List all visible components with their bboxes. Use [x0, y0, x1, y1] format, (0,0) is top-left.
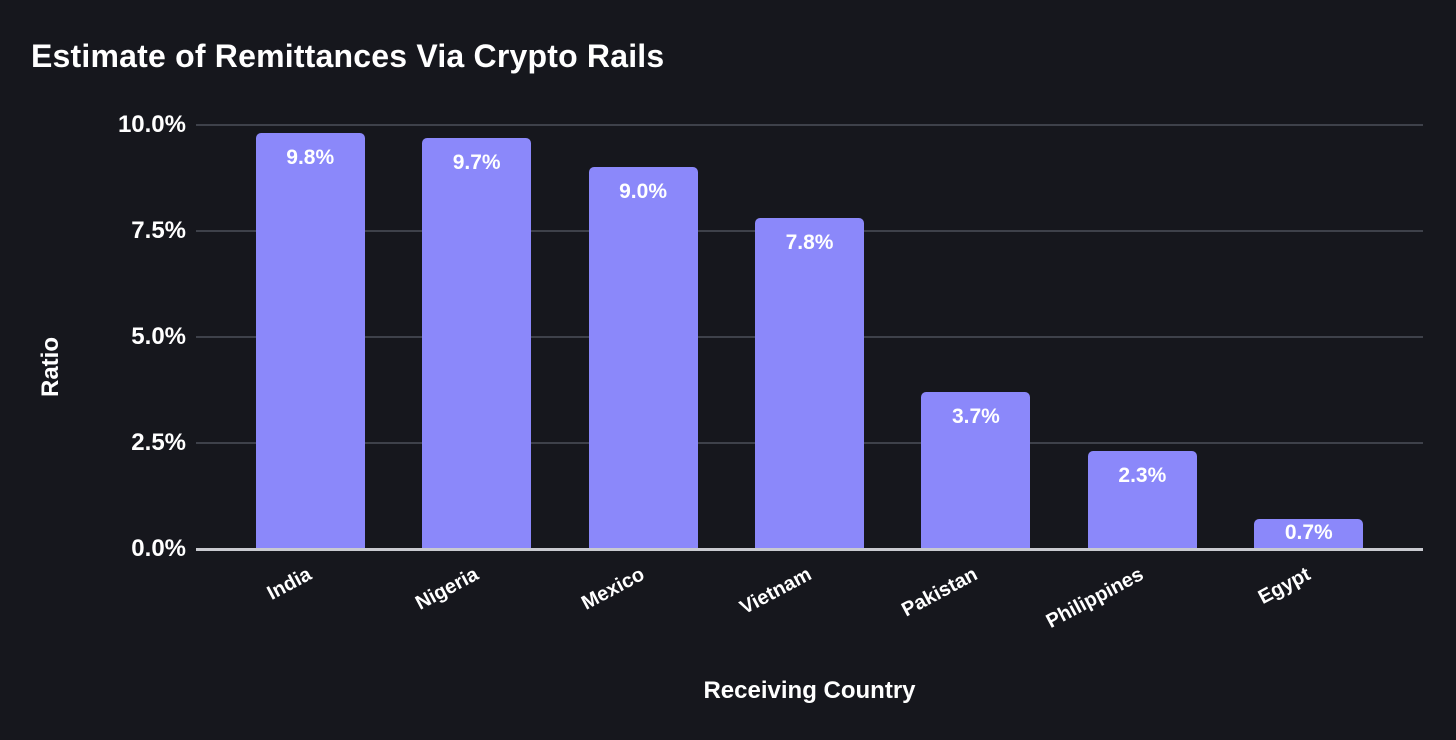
bar-value-label: 7.8%: [785, 231, 834, 255]
x-tick-label-philippines: Philippines: [1042, 563, 1148, 633]
bar-value-label: 9.7%: [452, 150, 501, 174]
x-axis-title: Receiving Country: [703, 677, 916, 704]
y-tick-label: 0.0%: [131, 535, 186, 562]
bar-egypt: 0.7%: [1254, 519, 1364, 549]
gridline: [196, 124, 1423, 126]
bar-pakistan: 3.7%: [921, 392, 1031, 549]
x-axis-tick-labels: India Nigeria Mexico Vietnam Pakistan Philipp…: [196, 561, 1423, 641]
x-tick-label-vietnam: Vietnam: [735, 563, 815, 620]
bar-value-label: 9.0%: [619, 180, 667, 204]
x-tick-label-nigeria: Nigeria: [411, 563, 482, 615]
bar-value-label: 9.8%: [286, 146, 335, 170]
x-tick-label-egypt: Egypt: [1254, 563, 1314, 609]
bar-value-label: 2.3%: [1118, 464, 1167, 488]
y-tick-label: 2.5%: [131, 429, 186, 456]
chart-title: Estimate of Remittances Via Crypto Rails: [31, 38, 665, 74]
y-tick-label: 10.0%: [117, 111, 186, 138]
x-tick-label-mexico: Mexico: [578, 563, 649, 615]
bar-mexico: 9.0%: [588, 167, 698, 549]
plot-area: 10.0% 7.5% 5.0% 2.5% 0.0% 9.8% 9.7% 9.0% 7.8…: [118, 112, 1423, 562]
bar-india: 9.8%: [255, 133, 365, 549]
bar-value-label: 3.7%: [951, 405, 1000, 429]
y-tick-label: 7.5%: [131, 217, 186, 244]
x-axis-line: [196, 548, 1423, 551]
y-tick-label: 5.0%: [131, 323, 186, 350]
y-axis-title: Ratio: [37, 337, 64, 397]
bar-vietnam: 7.8%: [755, 218, 864, 549]
bar-value-label: 0.7%: [1284, 521, 1333, 545]
bar-nigeria: 9.7%: [422, 137, 532, 549]
x-tick-label-pakistan: Pakistan: [898, 563, 982, 622]
bar-philippines: 2.3%: [1087, 451, 1197, 549]
x-tick-label-india: India: [263, 563, 316, 605]
